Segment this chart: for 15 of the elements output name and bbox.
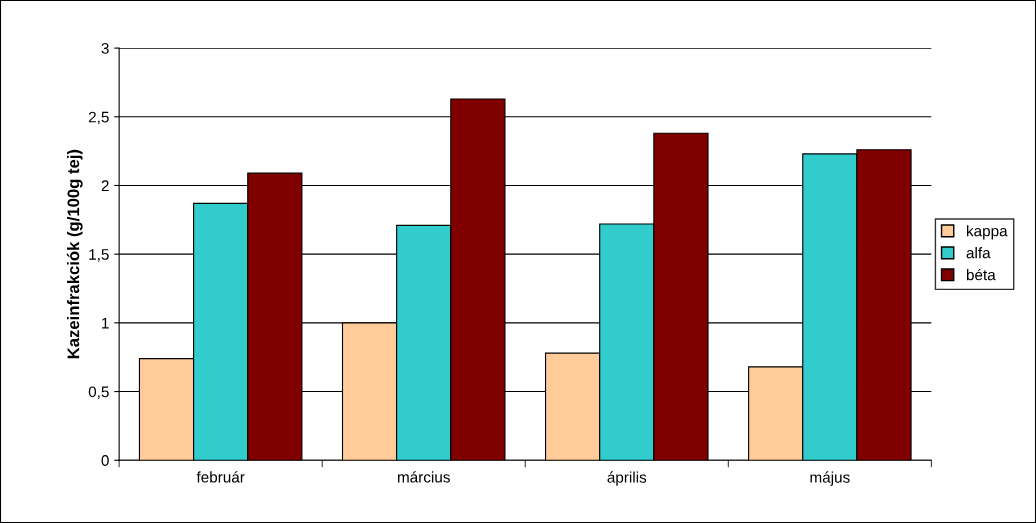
y-tick-label: 0,5 (88, 386, 109, 400)
x-tick-label: február (196, 471, 245, 483)
y-tick-label: 2,5 (88, 111, 109, 125)
x-tick-label: március (398, 471, 450, 483)
y-tick-label: 1,5 (89, 249, 109, 262)
x-tick-label: május (810, 471, 850, 486)
y-tick-label: 0 (101, 455, 109, 466)
legend-label: kappa (967, 225, 1008, 240)
y-tick-label: 1 (102, 317, 109, 329)
y-axis-title: Kazeinfrakciók (g/100g tej) (66, 149, 83, 359)
y-tick-label: 2 (101, 180, 109, 192)
y-tick-label: 3 (101, 42, 109, 54)
x-tick-label: április (607, 471, 647, 486)
legend-label: alfa (966, 247, 991, 259)
legend-label: béta (966, 268, 996, 281)
